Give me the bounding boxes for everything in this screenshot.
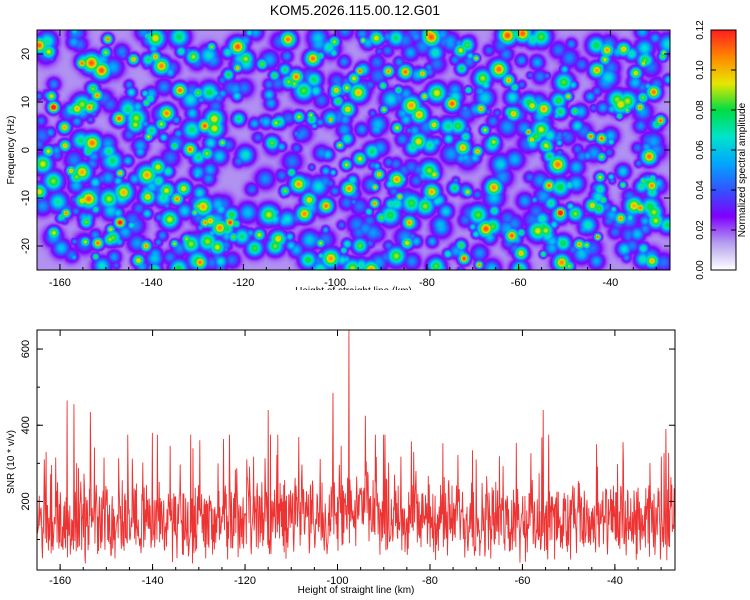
spectrogram-xtick-label: -120: [232, 277, 254, 289]
spectrogram-xtick-label: -40: [602, 277, 618, 289]
colorbar-tick-label: 0.12: [695, 20, 706, 40]
snr-xtick-label: -160: [49, 575, 71, 587]
snr-frame: [36, 329, 676, 571]
colorbar: 0.00 0.02 0.04 0.06 0.08 0.10 0.12 Normalized s…: [695, 20, 748, 280]
spectrogram-image: [37, 30, 670, 270]
snr-xtick-label: -60: [514, 575, 530, 587]
spectrogram-xtick-label: -140: [141, 277, 163, 289]
snr-series: [36, 329, 676, 564]
spectrogram-ytick-label: -10: [20, 190, 32, 206]
spectrogram-xtick-label: -80: [419, 277, 435, 289]
spectrogram-ylabel: Frequency (Hz): [6, 116, 17, 185]
colorbar-tick-label: 0.04: [695, 180, 706, 200]
colorbar-tick-label: 0.06: [695, 140, 706, 160]
spectrogram-ytick-label: 20: [20, 48, 32, 60]
spectrogram-ytick-label: 0: [20, 147, 32, 153]
spectrogram-xtick-label: -100: [324, 277, 346, 289]
colorbar-tick-label: 0.10: [695, 60, 706, 80]
figure-title: KOM5.2026.115.00.12.G01: [269, 2, 441, 18]
snr-xtick-label: -140: [142, 575, 164, 587]
snr-xtick-label: -80: [422, 575, 438, 587]
snr-ytick-label: 200: [20, 492, 32, 510]
colorbar-tick-label: 0.08: [695, 100, 706, 120]
snr-line: [36, 329, 676, 564]
spectrogram-xtick-label: -60: [511, 277, 527, 289]
spectrogram-ytick-label: -20: [20, 238, 32, 254]
snr-xtick-label: -40: [607, 575, 623, 587]
snr-ylabel: SNR (10 * v/v): [6, 430, 17, 494]
snr-xlabel: Height of straight line (km): [298, 585, 415, 596]
spectrogram-ytick-label: 10: [20, 96, 32, 108]
snr-xtick-label: -100: [326, 575, 348, 587]
colorbar-tick-label: 0.02: [695, 220, 706, 240]
spectrogram-xlabel: Height of straight line (km): [295, 286, 412, 290]
snr-xtick-label: -120: [234, 575, 256, 587]
snr-ytick-label: 600: [20, 340, 32, 358]
snr-ytick-label: 400: [20, 416, 32, 434]
colorbar-label: Normalized spectral amplitude: [737, 102, 748, 237]
spectrogram-plot: -160-140-120-100-80-60-40-20-1001020Heig…: [6, 29, 671, 290]
spectrogram-xtick-label: -160: [49, 277, 71, 289]
colorbar-tick-label: 0.00: [695, 260, 706, 280]
